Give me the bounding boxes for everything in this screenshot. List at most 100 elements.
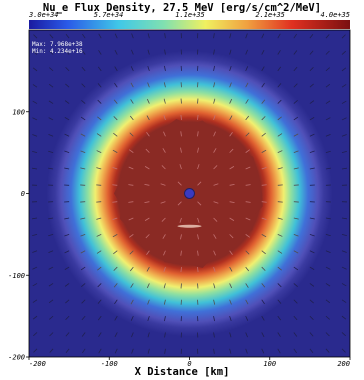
- vector-arrow: [81, 315, 86, 321]
- vector-arrow: [48, 117, 54, 121]
- vector-arrow: [65, 299, 70, 304]
- vector-arrow: [277, 332, 281, 337]
- vector-arrow: [48, 100, 54, 104]
- vector-arrow: [229, 283, 233, 289]
- vector-arrow: [277, 116, 282, 121]
- vector-arrow: [293, 133, 299, 137]
- vector-arrow: [277, 167, 283, 170]
- vector-arrow: [309, 233, 315, 237]
- vector-arrow: [341, 250, 347, 253]
- vector-arrow: [277, 234, 283, 237]
- vector-arrow: [245, 266, 250, 272]
- vector-arrow: [80, 266, 86, 271]
- vector-arrow: [261, 315, 265, 321]
- vector-arrow: [180, 234, 182, 240]
- vector-arrow: [213, 131, 216, 137]
- vector-arrow: [113, 132, 118, 137]
- vector-arrow: [81, 283, 86, 287]
- vector-arrow: [180, 114, 182, 120]
- vector-arrow: [130, 299, 134, 305]
- vector-arrow: [98, 33, 102, 39]
- vector-arrow: [32, 84, 38, 88]
- colorbar-ticks: 3.0e+34 5.7e+34 1.1e+35 2.1e+35 4.0e+35: [28, 11, 350, 19]
- vector-arrow: [32, 167, 38, 170]
- vector-arrow: [245, 332, 248, 338]
- vector-arrow: [32, 100, 38, 104]
- vector-arrow: [96, 133, 102, 137]
- vector-arrow: [245, 299, 249, 305]
- vector-arrow: [164, 33, 166, 39]
- vector-arrow: [261, 49, 265, 55]
- vector-arrow: [97, 83, 102, 88]
- vector-arrow: [309, 83, 314, 88]
- vector-arrow: [146, 283, 150, 289]
- vector-arrow: [261, 201, 267, 203]
- vector-arrow: [229, 266, 233, 272]
- vector-arrow: [147, 315, 150, 321]
- vector-arrow: [163, 131, 166, 137]
- vector-arrow: [113, 99, 118, 104]
- vector-arrow: [325, 83, 331, 88]
- vector-arrow: [65, 50, 70, 55]
- vector-arrow: [245, 149, 250, 153]
- vector-arrow: [161, 217, 166, 222]
- vector-arrow: [145, 234, 150, 239]
- vector-arrow: [96, 234, 102, 237]
- vector-arrow: [341, 117, 347, 121]
- vector-arrow: [147, 332, 150, 338]
- vector-arrow: [197, 250, 199, 256]
- vector-arrow: [341, 167, 347, 170]
- vector-arrow: [245, 315, 249, 321]
- vector-arrow: [113, 283, 118, 288]
- vector-arrow: [197, 217, 200, 223]
- vector-arrow: [197, 131, 199, 137]
- vector-arrow: [197, 267, 199, 273]
- vector-arrow: [147, 33, 150, 39]
- vector-arrow: [213, 183, 219, 186]
- vector-arrow: [48, 134, 54, 137]
- vector-arrow: [341, 100, 347, 104]
- vector-arrow: [229, 148, 234, 153]
- vector-arrow: [146, 250, 150, 256]
- vector-arrow: [325, 67, 330, 72]
- vector-arrow: [341, 67, 347, 72]
- vector-arrow: [144, 166, 150, 170]
- vector-arrow: [245, 132, 250, 137]
- vector-arrow: [163, 82, 166, 88]
- vector-arrow: [96, 167, 102, 170]
- vector-arrow: [130, 315, 134, 321]
- vector-arrow: [80, 250, 86, 254]
- vector-arrow: [213, 266, 216, 272]
- vector-arrow: [309, 34, 314, 39]
- vector-arrow: [293, 66, 298, 72]
- vector-arrow: [293, 50, 298, 55]
- vector-arrow: [163, 250, 166, 256]
- vector-arrow: [229, 183, 235, 186]
- vector-arrow: [229, 315, 232, 321]
- vector-arrow: [112, 149, 118, 153]
- vector-arrow: [261, 299, 265, 305]
- vector-arrow: [160, 183, 166, 186]
- vector-arrow: [229, 98, 233, 104]
- chart-title: Nu_e Flux Density, 27.5 MeV [erg/s/cm^2/…: [42, 2, 322, 14]
- vector-arrow: [213, 49, 215, 55]
- vector-arrow: [309, 348, 314, 353]
- vector-arrow: [229, 66, 232, 72]
- vector-arrow: [146, 98, 150, 104]
- vector-arrow: [98, 50, 102, 55]
- vector-arrow: [97, 283, 102, 288]
- vector-arrow: [81, 332, 86, 337]
- vector-arrow: [309, 283, 315, 287]
- vector-arrow: [341, 266, 347, 270]
- vector-arrow: [277, 217, 283, 220]
- vector-arrow: [147, 348, 150, 354]
- vector-arrow: [277, 348, 281, 354]
- vector-arrow: [64, 167, 70, 170]
- y-axis-ticks: -200 -100 0 100: [8, 108, 29, 362]
- x-tick-label: 0: [187, 360, 191, 368]
- vector-arrow: [48, 266, 54, 270]
- vector-arrow: [49, 34, 54, 39]
- vector-arrow: [213, 332, 215, 338]
- vector-arrow: [213, 316, 215, 322]
- vector-arrow: [229, 166, 235, 170]
